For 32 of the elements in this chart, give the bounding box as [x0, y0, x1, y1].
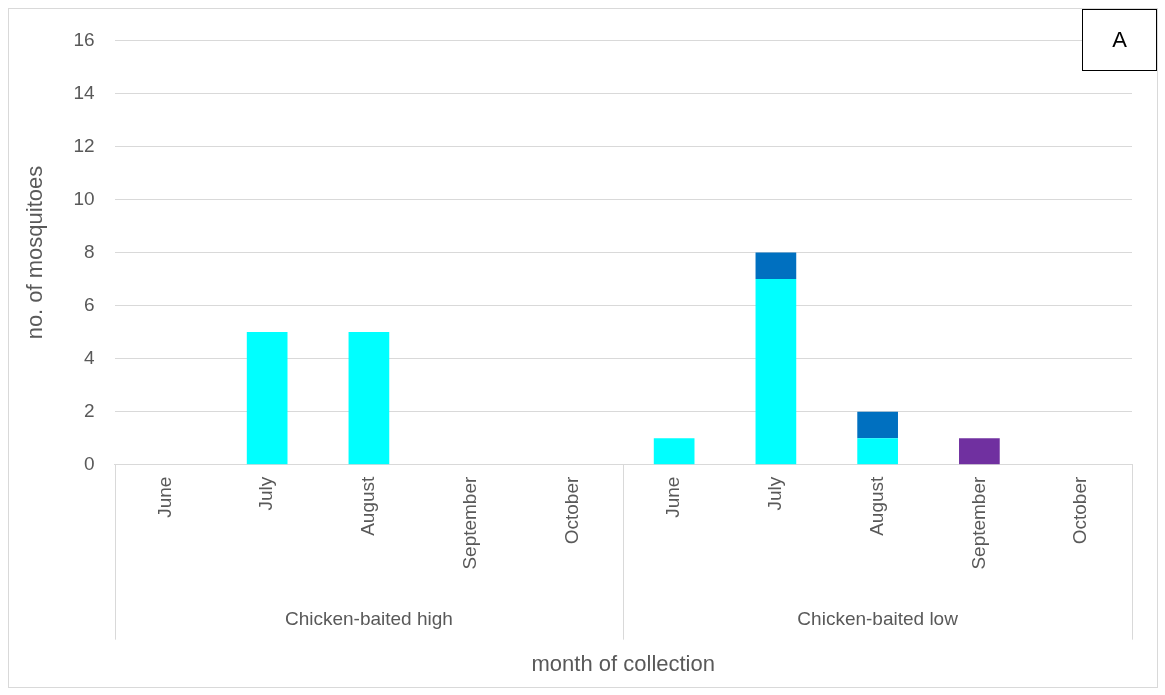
y-tick-label: 14: [73, 81, 95, 103]
bar: [653, 438, 695, 465]
bar: [348, 332, 390, 465]
x-axis-title: month of collection: [531, 650, 715, 676]
bar: [857, 438, 898, 465]
x-tick-label: September: [458, 476, 480, 570]
y-tick-label: 6: [83, 293, 95, 315]
y-tick-label: 4: [83, 346, 95, 368]
x-tick-label: September: [967, 476, 989, 570]
y-tick-label: 16: [73, 28, 95, 50]
y-tick-label: 10: [73, 187, 95, 209]
x-tick-label: June: [662, 476, 684, 518]
x-tick-label: July: [764, 476, 786, 511]
x-tick-label: August: [357, 475, 379, 536]
y-tick-label: 8: [83, 240, 95, 262]
bar: [857, 411, 898, 439]
x-tick-label: October: [1069, 476, 1091, 545]
bar: [755, 252, 797, 280]
bar: [959, 438, 1000, 465]
y-tick-label: 12: [73, 134, 95, 156]
bar: [755, 279, 797, 465]
x-tick-label: October: [560, 476, 582, 545]
x-tick-label: June: [153, 476, 175, 518]
bar: [246, 332, 288, 465]
y-axis-title: no. of mosquitoes: [22, 165, 48, 340]
text: Chicken-baited high: [284, 607, 453, 629]
x-tick-label: August: [865, 475, 887, 536]
text: Chicken-baited low: [797, 607, 959, 629]
y-tick-label: 0: [83, 452, 95, 474]
annotation: A: [1082, 9, 1157, 71]
y-tick-label: 2: [83, 399, 95, 421]
x-tick-label: July: [255, 476, 277, 511]
